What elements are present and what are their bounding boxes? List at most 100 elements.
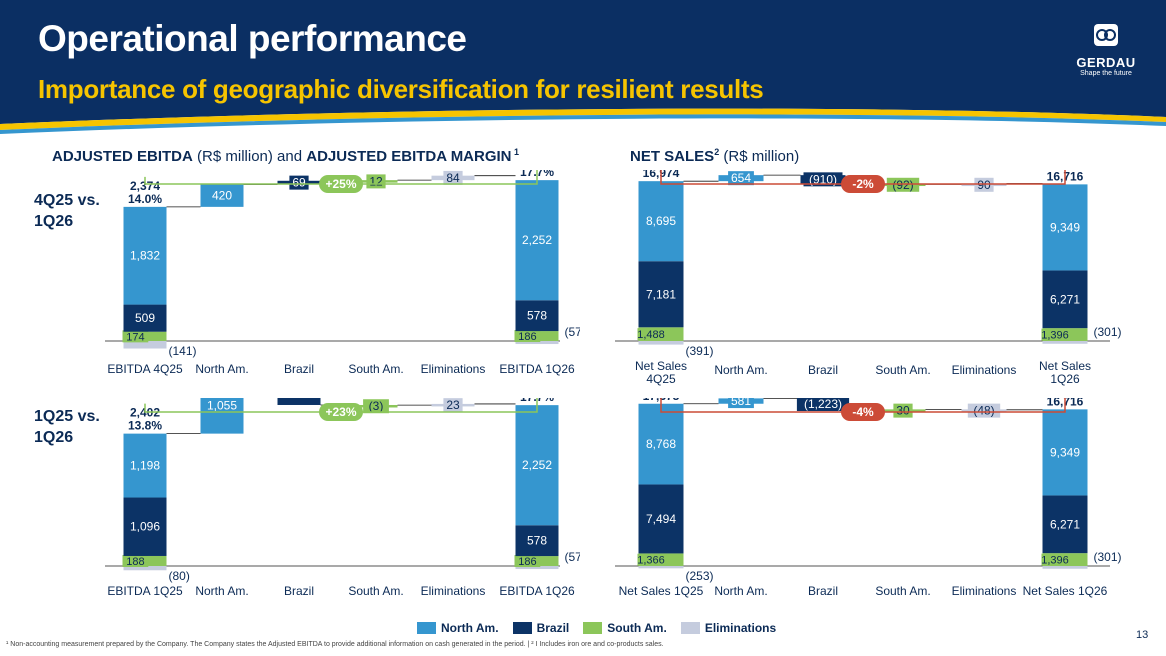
row-label-top-line2: 1Q26 bbox=[34, 213, 74, 230]
legend-item-north: North Am. bbox=[417, 621, 499, 635]
end-bar-label-south: 1,396 bbox=[1041, 330, 1069, 342]
header-background bbox=[0, 0, 1166, 134]
start-bar-label-north: 8,695 bbox=[646, 214, 676, 228]
end-bar-segment-elim bbox=[515, 566, 559, 570]
end-bar-segment-brazil bbox=[515, 300, 559, 332]
change-label: +23% bbox=[325, 405, 356, 419]
step-label-south: 12 bbox=[369, 174, 383, 188]
category-label: 1Q26 bbox=[1050, 372, 1080, 386]
start-bar-label-bg-south bbox=[122, 554, 149, 567]
step-label-bg-south bbox=[366, 174, 386, 189]
start-bar-label-brazil: 7,494 bbox=[646, 512, 676, 526]
category-label: Brazil bbox=[808, 363, 838, 377]
step-label-south: (92) bbox=[892, 178, 913, 192]
legend-item-south: South Am. bbox=[583, 621, 667, 635]
ebitda-footnote-mark: 1 bbox=[511, 147, 520, 157]
start-bar-label-elim: (141) bbox=[169, 344, 197, 358]
category-label: Eliminations bbox=[421, 362, 486, 376]
step-bar-brazil bbox=[277, 398, 321, 405]
start-bar-segment-brazil bbox=[123, 304, 167, 332]
start-bar-segment-north bbox=[123, 206, 167, 305]
end-bar-segment-north bbox=[515, 405, 559, 526]
end-bar-label-bg-south bbox=[514, 555, 541, 568]
step-label-bg-elim bbox=[443, 398, 463, 413]
category-label: South Am. bbox=[875, 584, 930, 598]
category-label: Net Sales bbox=[1039, 359, 1091, 373]
end-bar-segment-brazil bbox=[1042, 495, 1088, 554]
net-sales-waterfall-1q25-vs-1q26: (253)1,3667,4948,76817,375581(1,223)30(4… bbox=[615, 398, 1122, 598]
start-bar-label-elim: (391) bbox=[686, 344, 714, 358]
category-label: Eliminations bbox=[421, 584, 486, 598]
header-banner: Operational performance Importance of ge… bbox=[0, 0, 1166, 140]
ebitda-waterfall-1q25-vs-1q26: (80)1881,0961,1982,40213.8%1,055(518)(3)… bbox=[105, 398, 581, 598]
gerdau-logo: GERDAU Shape the future bbox=[1076, 22, 1136, 92]
step-label-bg-south bbox=[886, 177, 920, 192]
step-label-brazil: 69 bbox=[292, 176, 306, 190]
end-bar-segment-brazil bbox=[1042, 270, 1088, 329]
end-bar-label-south: 186 bbox=[518, 331, 536, 343]
end-bar-label-north: 9,349 bbox=[1050, 445, 1080, 459]
category-label: Eliminations bbox=[952, 584, 1017, 598]
end-bar-label-south: 186 bbox=[518, 556, 536, 568]
logo-name: GERDAU bbox=[1076, 55, 1136, 70]
category-label: North Am. bbox=[195, 584, 248, 598]
end-bar-label-elim: (301) bbox=[1094, 325, 1122, 339]
category-label: Net Sales 1Q26 bbox=[1023, 584, 1108, 598]
step-label-elim: (48) bbox=[973, 404, 994, 418]
start-bar-label-north: 1,832 bbox=[130, 249, 160, 263]
step-label-bg-brazil bbox=[796, 398, 850, 412]
end-bar-segment-brazil bbox=[515, 525, 559, 557]
start-bar-margin: 14.0% bbox=[128, 192, 162, 206]
logo-tagline: Shape the future bbox=[1080, 70, 1132, 77]
step-label-bg-brazil bbox=[289, 175, 309, 190]
end-bar-segment-elim bbox=[1042, 341, 1088, 344]
start-bar-segment-brazil bbox=[123, 497, 167, 556]
step-label-elim: 23 bbox=[446, 398, 460, 412]
start-bar-segment-north bbox=[638, 181, 684, 262]
step-label-north: 1,055 bbox=[207, 398, 237, 412]
category-label: North Am. bbox=[714, 584, 767, 598]
row-label-bottom-line1: 1Q25 vs. bbox=[34, 408, 100, 425]
legend-swatch-south bbox=[583, 622, 603, 634]
category-label: Brazil bbox=[284, 584, 314, 598]
legend-label-south: South Am. bbox=[607, 621, 667, 635]
end-bar-label-bg-south bbox=[1041, 553, 1069, 566]
step-label-bg-elim bbox=[967, 403, 1001, 418]
end-bar-label-north: 2,252 bbox=[522, 458, 552, 472]
change-pill bbox=[319, 403, 363, 421]
step-label-north: 581 bbox=[731, 398, 751, 408]
step-label-bg-elim bbox=[974, 177, 994, 192]
start-bar-label-south: 1,488 bbox=[637, 329, 665, 341]
step-label-south: (3) bbox=[369, 399, 384, 413]
start-bar-label-elim: (253) bbox=[686, 569, 714, 583]
end-bar-label-brazil: 578 bbox=[527, 309, 547, 323]
start-bar-label-brazil: 509 bbox=[135, 311, 155, 325]
category-label: EBITDA 4Q25 bbox=[107, 362, 183, 376]
start-bar-label-brazil: 7,181 bbox=[646, 287, 676, 301]
start-bar-label-north: 1,198 bbox=[130, 459, 160, 473]
end-bar-label-bg-south bbox=[1041, 328, 1069, 341]
start-bar-label-south: 1,366 bbox=[637, 555, 665, 567]
start-bar-label-elim: (80) bbox=[169, 569, 190, 583]
step-label-bg-elim bbox=[443, 170, 463, 185]
change-label: +25% bbox=[325, 177, 356, 191]
category-label: South Am. bbox=[348, 362, 403, 376]
end-bar-label-south: 1,396 bbox=[1041, 555, 1069, 567]
legend-swatch-north bbox=[417, 622, 436, 634]
start-bar-segment-brazil bbox=[638, 484, 684, 554]
category-label: EBITDA 1Q25 bbox=[107, 584, 183, 598]
page-number: 13 bbox=[1136, 629, 1149, 641]
start-bar-segment-elim bbox=[638, 341, 684, 345]
end-bar-segment-elim bbox=[1042, 566, 1088, 569]
category-label: North Am. bbox=[714, 363, 767, 377]
page-title: Operational performance bbox=[38, 18, 467, 59]
category-label: EBITDA 1Q26 bbox=[499, 362, 575, 376]
legend-swatch-brazil bbox=[512, 622, 532, 634]
end-bar-label-north: 9,349 bbox=[1050, 220, 1080, 234]
end-bar-label-elim: (301) bbox=[1094, 550, 1122, 564]
step-label-bg-brazil bbox=[803, 172, 843, 187]
end-bar-segment-north bbox=[1042, 184, 1088, 271]
end-bar-label-elim: (57) bbox=[565, 550, 581, 564]
